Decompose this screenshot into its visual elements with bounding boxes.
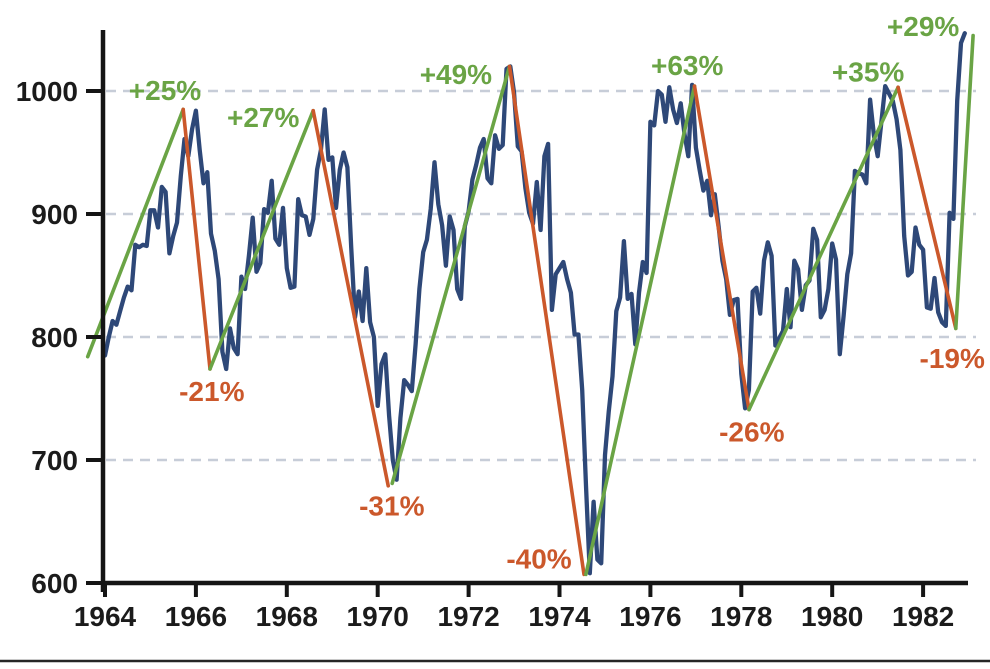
swing-label-+63%: +63% [651,50,723,81]
swing-label--19%: -19% [920,343,985,374]
swing-label-+25%: +25% [129,75,201,106]
decline-trendline--19% [896,85,958,331]
decline-trendline--31% [311,108,391,488]
swing-label-+49%: +49% [420,59,492,90]
x-tick-label-1976: 1976 [619,601,681,632]
y-tick-label-600: 600 [31,568,78,599]
rally-trendline-+29% [953,33,975,331]
x-tick-label-1966: 1966 [165,601,227,632]
rally-trendline-+27% [208,108,316,371]
x-tick-label-1972: 1972 [437,601,499,632]
swing-label-+27%: +27% [227,102,299,133]
x-tick-label-1964: 1964 [74,601,137,632]
decline-trendline--26% [692,84,751,412]
swing-label--21%: -21% [179,376,244,407]
x-tick-label-1980: 1980 [801,601,863,632]
swing-label-+29%: +29% [887,11,959,42]
x-tick-label-1968: 1968 [256,601,318,632]
decline-trendline--21% [181,107,212,371]
y-tick-label-1000: 1000 [16,76,78,107]
y-tick-label-900: 900 [31,199,78,230]
y-tick-label-800: 800 [31,322,78,353]
index-price-line [102,31,967,576]
x-tick-label-1970: 1970 [347,601,409,632]
decline-trendline--40% [507,64,586,577]
swing-label--40%: -40% [506,543,571,574]
swing-label-+35%: +35% [832,56,904,87]
x-tick-label-1978: 1978 [710,601,772,632]
x-tick-label-1982: 1982 [892,601,954,632]
swing-label--31%: -31% [359,491,424,522]
y-tick-label-700: 700 [31,445,78,476]
swing-label--26%: -26% [719,417,784,448]
rally-trendline-+63% [584,84,697,577]
x-tick-label-1974: 1974 [528,601,591,632]
rally-trendline-+49% [390,64,512,486]
rally-trendline-+35% [747,85,900,412]
